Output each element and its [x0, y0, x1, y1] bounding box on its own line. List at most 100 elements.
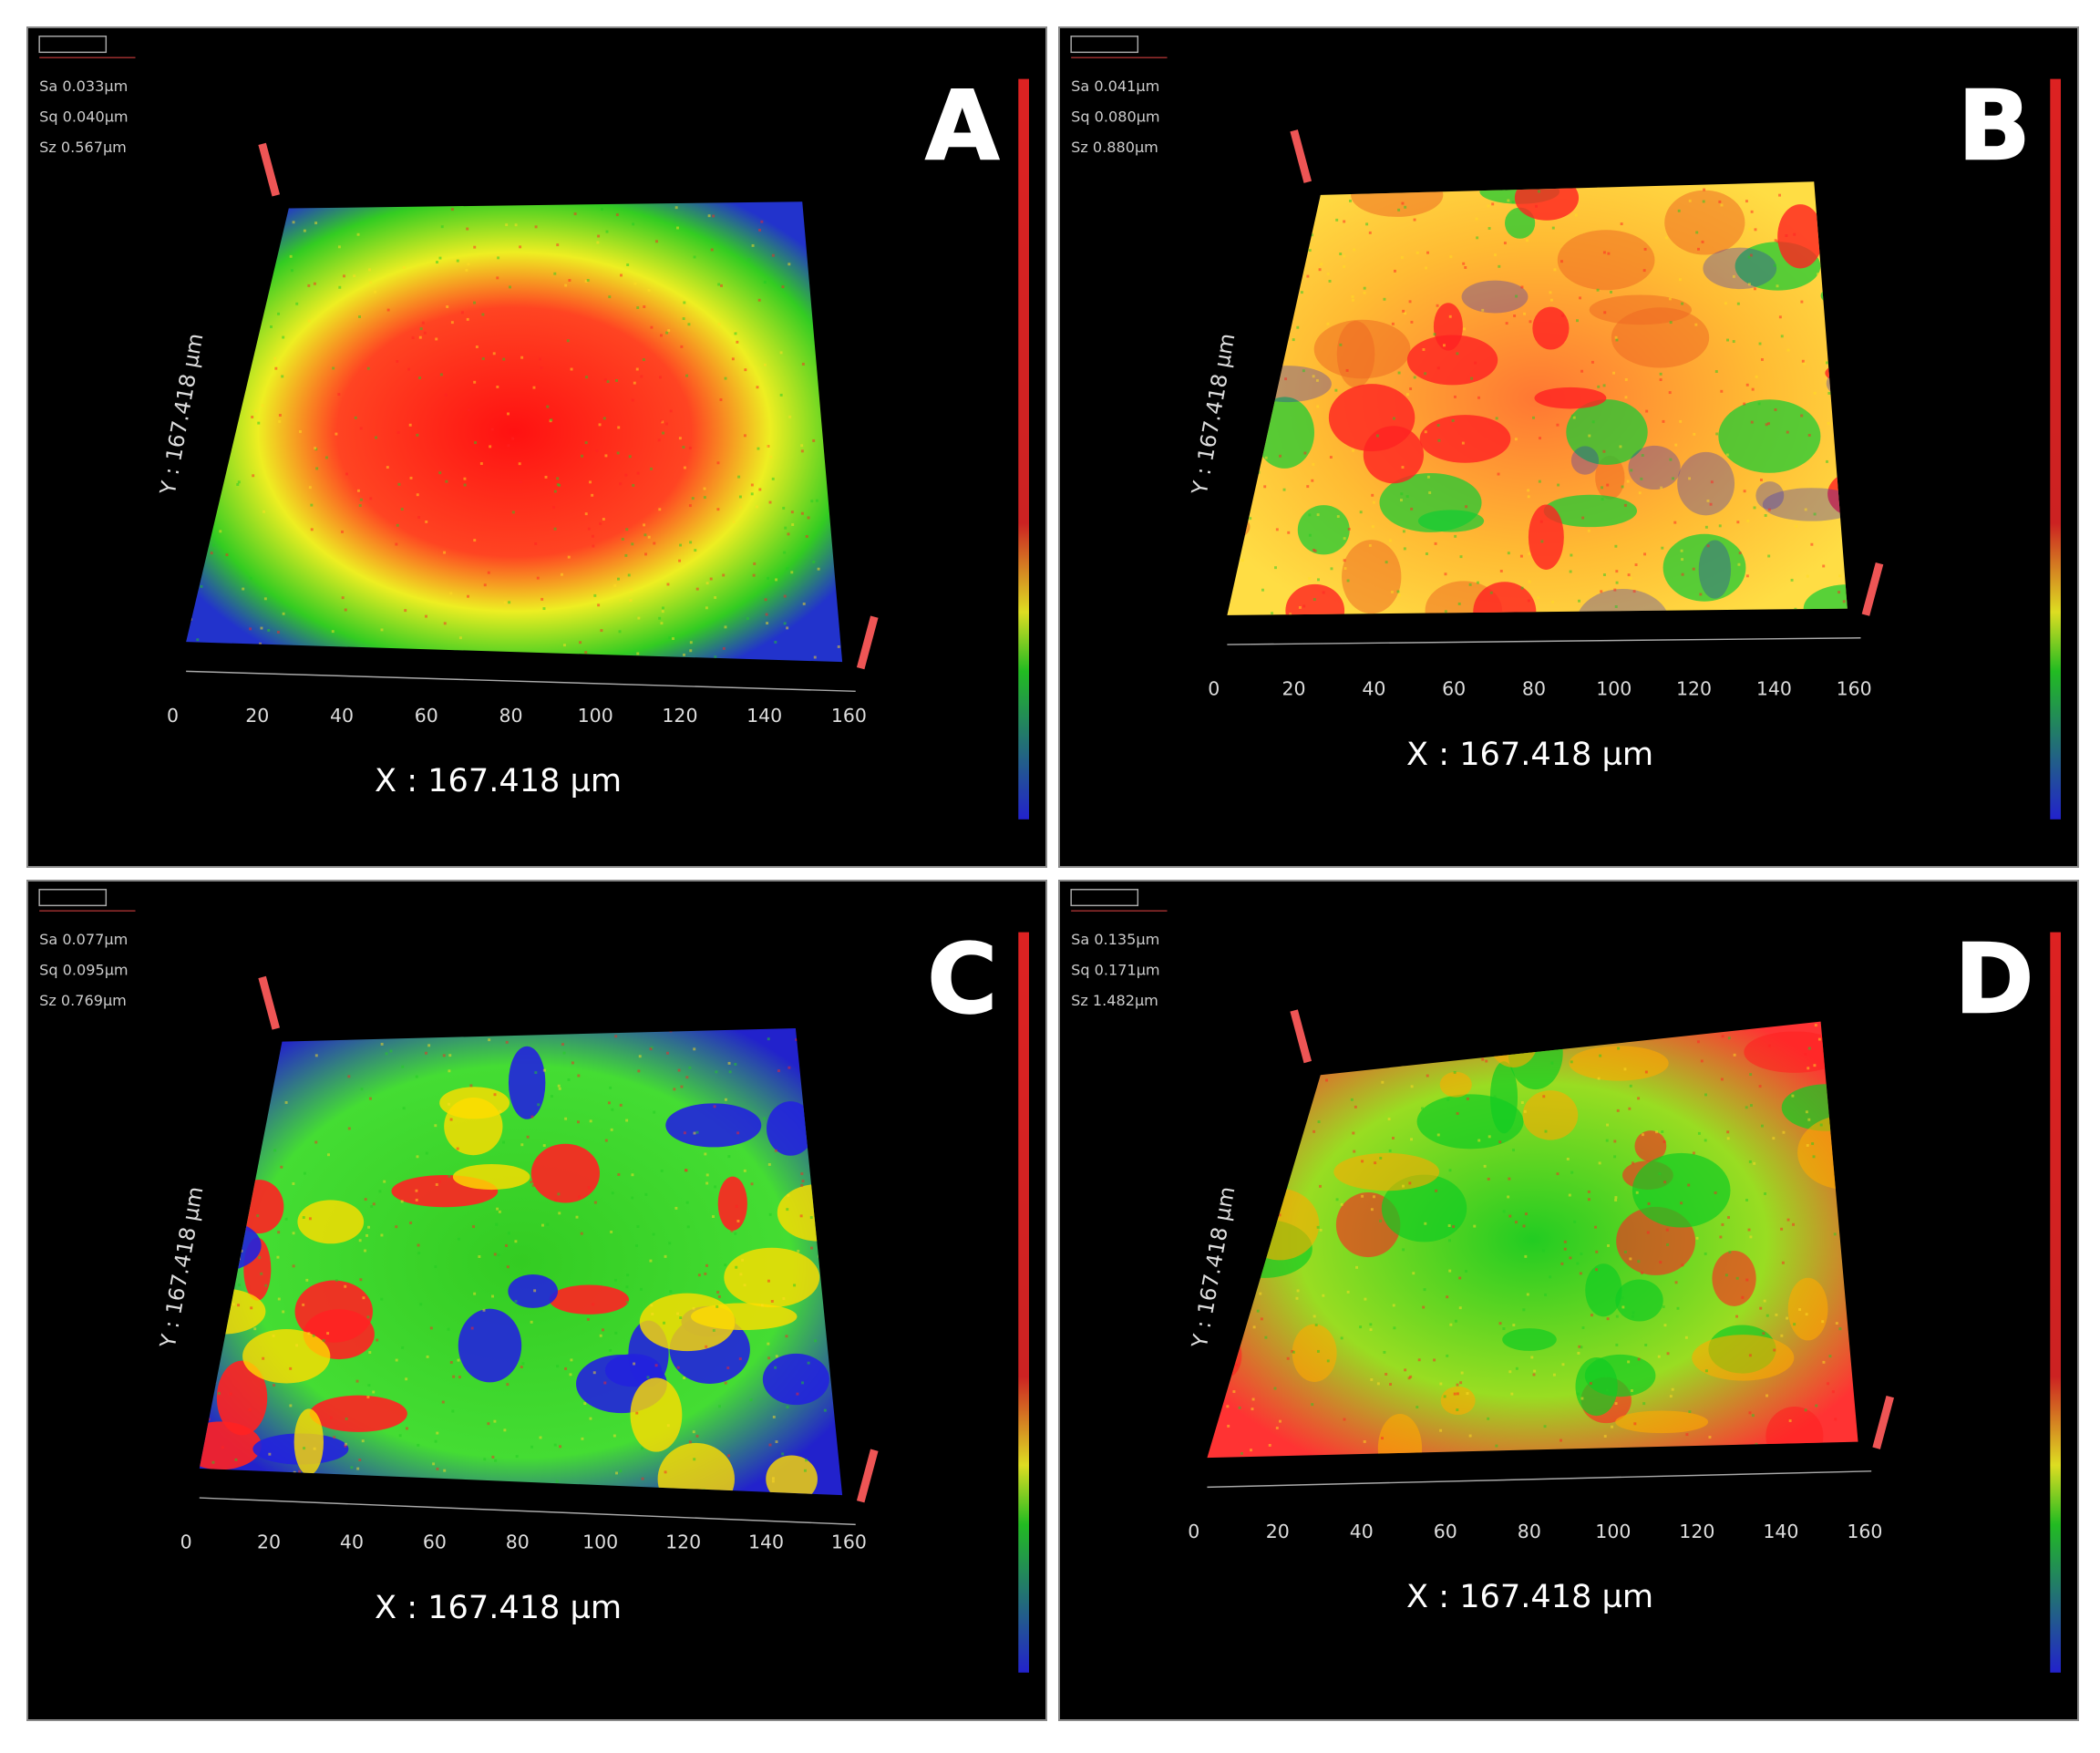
speckle	[1590, 642, 1593, 644]
speckle	[435, 337, 438, 341]
speckle	[1508, 1177, 1511, 1181]
speckle	[479, 462, 483, 465]
speckle	[1728, 1251, 1732, 1253]
speckle	[466, 317, 469, 321]
speckle	[1302, 369, 1305, 373]
texture-blob	[1712, 1250, 1756, 1306]
speckle	[814, 1339, 818, 1343]
speckle	[359, 427, 363, 430]
speckle	[1459, 624, 1462, 626]
speckle	[1804, 1053, 1807, 1057]
speckle	[534, 1071, 538, 1075]
speckle	[1657, 1355, 1661, 1358]
speckle	[1745, 1199, 1748, 1201]
speckle	[1261, 1263, 1264, 1267]
speckle	[1563, 1240, 1567, 1243]
speckle	[307, 177, 310, 180]
x-tick-label: 40	[1362, 678, 1385, 700]
speckle	[753, 562, 757, 565]
speckle	[734, 1232, 737, 1235]
speckle	[1679, 630, 1682, 633]
speckle	[494, 1459, 498, 1462]
speckle	[583, 1402, 587, 1406]
speckle	[1295, 1296, 1299, 1300]
speckle	[1866, 629, 1868, 632]
speckle	[1640, 477, 1643, 480]
speckle	[1531, 624, 1534, 627]
speckle	[1388, 1149, 1392, 1152]
speckle	[398, 1434, 402, 1438]
speckle	[1511, 201, 1515, 204]
speckle	[282, 612, 285, 615]
speckle	[537, 1103, 540, 1107]
speckle	[763, 281, 767, 284]
speckle	[534, 225, 538, 229]
speckle	[1568, 1193, 1571, 1197]
speckle	[1220, 1459, 1222, 1461]
speckle	[1774, 408, 1777, 411]
speckle	[624, 553, 628, 557]
speckle	[1789, 1492, 1792, 1495]
speckle	[674, 1206, 678, 1210]
speckle	[668, 636, 672, 640]
speckle	[1505, 322, 1508, 325]
speckle	[211, 1288, 214, 1292]
speckle	[1235, 1363, 1239, 1366]
speckle	[1838, 1327, 1842, 1331]
speckle	[1257, 470, 1261, 474]
speckle	[219, 530, 222, 533]
speckle	[260, 1272, 263, 1275]
speckle	[577, 1120, 580, 1124]
speckle	[1264, 1335, 1268, 1339]
texture-blob	[297, 1200, 365, 1244]
speckle	[1656, 624, 1659, 626]
speckle	[585, 376, 589, 379]
speckle	[589, 480, 592, 484]
speckle	[202, 500, 206, 503]
speckle	[1254, 1081, 1257, 1085]
speckle	[436, 1431, 439, 1435]
speckle	[1238, 1406, 1241, 1409]
speckle	[589, 1022, 592, 1025]
speckle	[185, 1421, 188, 1424]
speckle	[1857, 396, 1859, 398]
speckle	[232, 1303, 235, 1306]
speckle	[1240, 1025, 1243, 1028]
speckle	[1308, 249, 1312, 253]
speckle	[1397, 371, 1401, 375]
speckle	[737, 475, 741, 479]
speckle	[771, 1477, 775, 1480]
speckle	[396, 523, 399, 527]
speckle	[791, 523, 795, 526]
speckle	[1355, 170, 1358, 172]
speckle	[1815, 1404, 1818, 1408]
speckle	[620, 273, 623, 277]
texture-blob	[293, 1408, 324, 1476]
speckle	[1595, 1268, 1599, 1272]
speckle	[313, 1447, 316, 1450]
texture-blob	[1611, 307, 1710, 368]
speckle	[615, 213, 619, 217]
speckle	[720, 284, 723, 287]
speckle	[1459, 555, 1463, 559]
speckle	[467, 408, 470, 412]
speckle	[669, 1290, 673, 1294]
speckle	[507, 1232, 510, 1235]
speckle	[1265, 1073, 1269, 1077]
speckle	[658, 508, 662, 511]
speckle	[338, 285, 342, 289]
speckle	[664, 1470, 667, 1474]
speckle	[232, 316, 235, 320]
panel: Sa 0.041µm Sq 0.080µm Sz 0.880µm B 0 20 40 60 80…	[1058, 26, 2079, 868]
speckle	[593, 170, 596, 172]
speckle	[1677, 209, 1681, 212]
speckle	[1354, 1105, 1357, 1109]
speckle	[1230, 1164, 1233, 1168]
x-tick-label: 80	[1522, 678, 1546, 700]
speckle	[813, 302, 817, 305]
speckle	[1619, 445, 1622, 449]
speckle	[724, 1263, 727, 1267]
speckle	[434, 1023, 437, 1026]
speckle	[505, 1040, 509, 1044]
speckle	[586, 1317, 590, 1321]
